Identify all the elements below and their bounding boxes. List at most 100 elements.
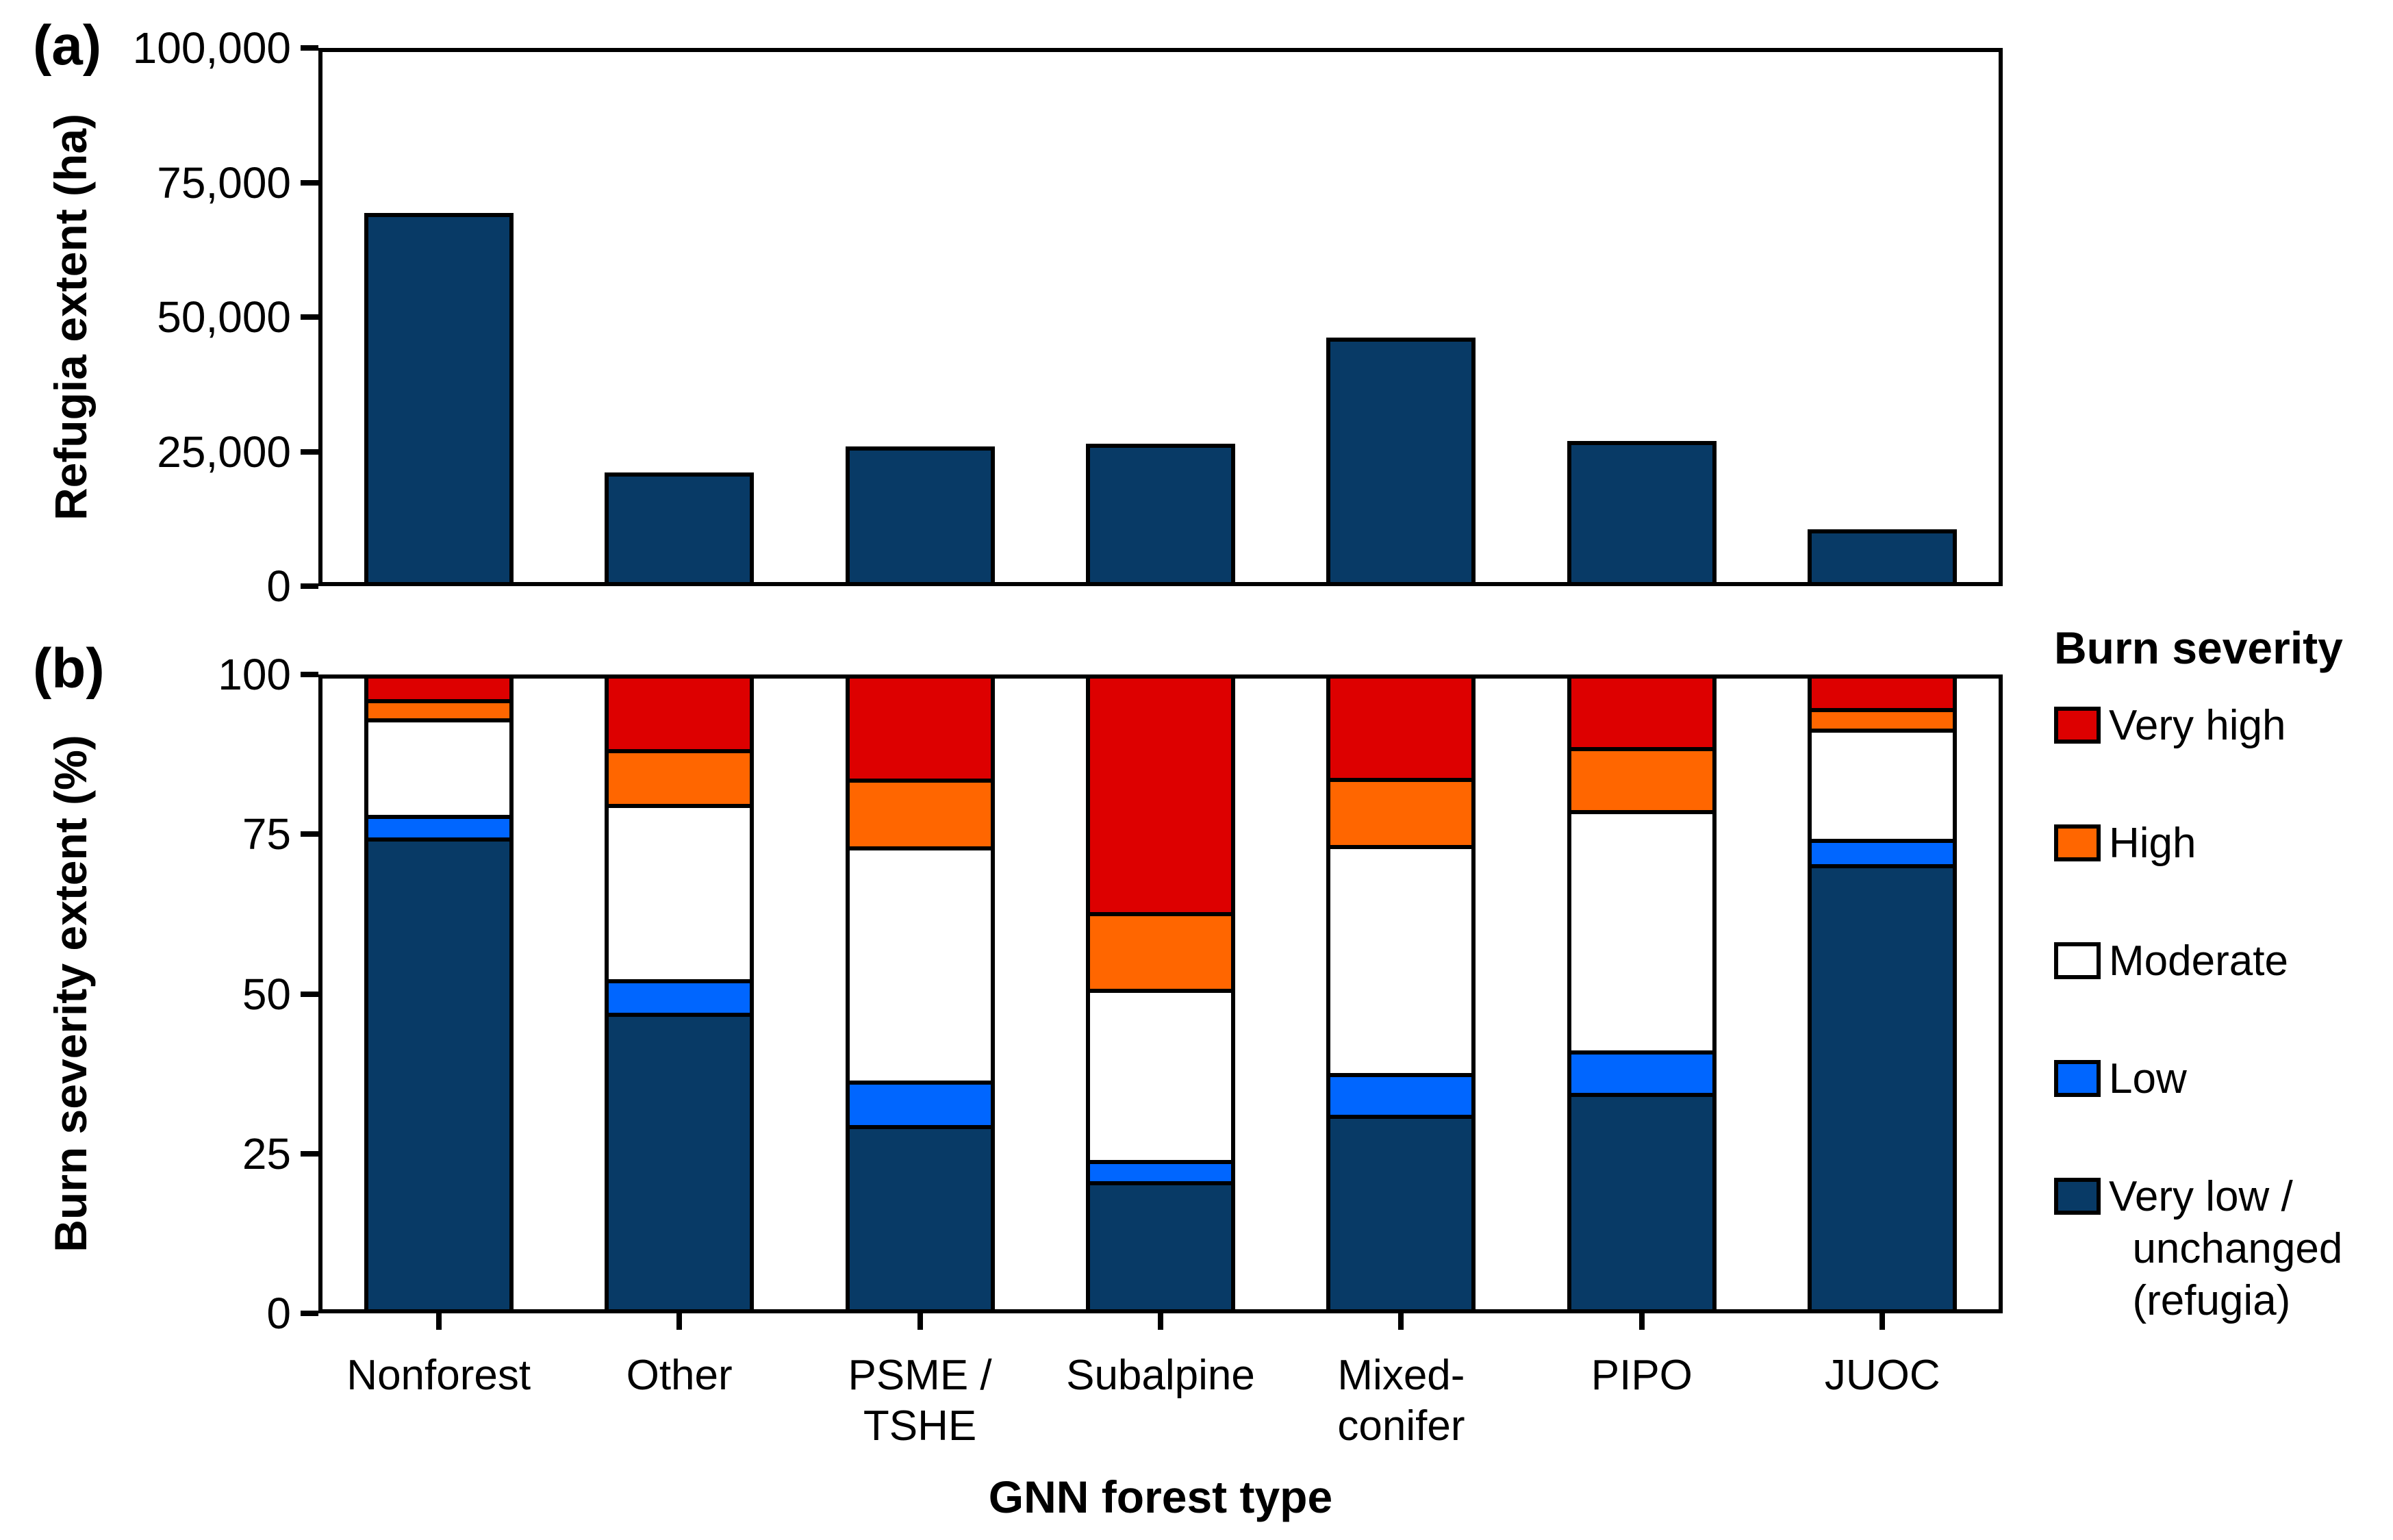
- stacked-bar-juoc: [1808, 674, 1958, 1313]
- bar-a-nonforest: [364, 212, 514, 586]
- x-tick-subalpine: [1158, 1313, 1163, 1330]
- segment-high-pipo: [1571, 747, 1712, 810]
- segment-low-psme-tshe: [849, 1081, 991, 1125]
- segment-moderate-subalpine: [1090, 989, 1231, 1161]
- legend-swatch-high: [2054, 824, 2101, 861]
- segment-high-subalpine: [1090, 912, 1231, 989]
- x-category-label-mixed-conifer: Mixed- conifer: [1337, 1352, 1465, 1450]
- x-category-label-subalpine: Subalpine: [1066, 1352, 1255, 1399]
- segment-low-pipo: [1571, 1050, 1712, 1094]
- y-tick-a-100-000: [301, 45, 318, 51]
- legend-swatch-very-high: [2054, 707, 2101, 744]
- panel-b-letter: (b): [33, 638, 105, 700]
- segment-high-nonforest: [368, 699, 509, 719]
- segment-high-juoc: [1812, 708, 1953, 729]
- x-tick-mixed-conifer: [1398, 1313, 1404, 1330]
- y-tick-label-b-0: 0: [266, 1289, 291, 1338]
- y-tick-label-b-75: 75: [242, 809, 291, 859]
- bar-a-other: [605, 472, 755, 586]
- x-category-label-nonforest: Nonforest: [346, 1352, 531, 1399]
- legend-label-very-low: Very low / unchanged (refugia): [2109, 1173, 2343, 1324]
- legend-label-moderate: Moderate: [2109, 937, 2288, 985]
- legend-swatch-low: [2054, 1060, 2101, 1097]
- bar-a-pipo: [1567, 440, 1717, 586]
- segment-very-high-psme-tshe: [849, 674, 991, 779]
- stacked-bar-mixed-conifer: [1326, 674, 1476, 1313]
- x-axis-title: GNN forest type: [988, 1472, 1333, 1522]
- legend-swatch-very-low: [2054, 1178, 2101, 1215]
- segment-very-high-pipo: [1571, 674, 1712, 748]
- segment-very-high-nonforest: [368, 674, 509, 700]
- bar-a-mixed-conifer: [1326, 337, 1476, 586]
- y-tick-b-100: [301, 672, 318, 677]
- x-tick-pipo: [1638, 1313, 1645, 1330]
- y-tick-b-75: [301, 831, 318, 837]
- x-tick-other: [676, 1313, 683, 1330]
- segment-low-nonforest: [368, 815, 509, 837]
- bar-a-subalpine: [1086, 444, 1235, 586]
- segment-moderate-juoc: [1812, 729, 1953, 839]
- segment-very-low-unchanged-refugia-psme-tshe: [849, 1124, 991, 1313]
- legend-label-low: Low: [2109, 1055, 2187, 1102]
- segment-moderate-mixed-conifer: [1330, 845, 1472, 1074]
- segment-high-other: [609, 749, 750, 805]
- segment-low-subalpine: [1090, 1160, 1231, 1181]
- panel-a-plot-area: [318, 48, 2003, 586]
- segment-very-high-subalpine: [1090, 674, 1231, 913]
- segment-very-high-juoc: [1812, 674, 1953, 709]
- y-tick-label-a-100-000: 100,000: [132, 23, 291, 73]
- segment-low-mixed-conifer: [1330, 1073, 1472, 1115]
- segment-moderate-pipo: [1571, 809, 1712, 1050]
- segment-very-low-unchanged-refugia-pipo: [1571, 1093, 1712, 1313]
- x-category-label-juoc: JUOC: [1824, 1352, 1940, 1399]
- bar-a-juoc: [1808, 529, 1958, 586]
- y-tick-b-50: [301, 991, 318, 997]
- segment-very-high-mixed-conifer: [1330, 674, 1472, 779]
- legend-title: Burn severity: [2054, 622, 2343, 673]
- stacked-bar-other: [605, 674, 755, 1313]
- segment-moderate-nonforest: [368, 718, 509, 816]
- panel-b-plot-area: [318, 674, 2003, 1313]
- y-tick-a-25-000: [301, 449, 318, 455]
- segment-high-mixed-conifer: [1330, 778, 1472, 846]
- segment-moderate-other: [609, 804, 750, 980]
- legend-label-very-high: Very high: [2109, 702, 2286, 749]
- y-tick-a-0: [301, 583, 318, 589]
- y-tick-a-50-000: [301, 314, 318, 320]
- x-category-label-psme-tshe: PSME / TSHE: [848, 1352, 992, 1450]
- stacked-bar-subalpine: [1086, 674, 1235, 1313]
- stacked-bar-pipo: [1567, 674, 1717, 1313]
- y-tick-b-0: [301, 1311, 318, 1316]
- x-tick-nonforest: [435, 1313, 442, 1330]
- segment-very-low-unchanged-refugia-juoc: [1812, 864, 1953, 1313]
- stacked-bar-psme-tshe: [845, 674, 995, 1313]
- segment-very-low-unchanged-refugia-other: [609, 1013, 750, 1313]
- segment-very-low-unchanged-refugia-subalpine: [1090, 1181, 1231, 1313]
- x-category-label-other: Other: [626, 1352, 733, 1399]
- y-tick-label-b-100: 100: [218, 650, 291, 699]
- legend-swatch-moderate: [2054, 942, 2101, 979]
- y-tick-label-a-0: 0: [266, 561, 291, 611]
- y-tick-label-a-75-000: 75,000: [157, 157, 291, 207]
- panel-a-letter: (a): [33, 14, 102, 77]
- segment-very-high-other: [609, 674, 750, 750]
- segment-high-psme-tshe: [849, 779, 991, 846]
- x-tick-psme-tshe: [917, 1313, 923, 1330]
- y-tick-label-b-50: 50: [242, 969, 291, 1019]
- segment-very-low-unchanged-refugia-nonforest: [368, 837, 509, 1313]
- y-tick-label-a-50-000: 50,000: [157, 292, 291, 342]
- segment-very-low-unchanged-refugia-mixed-conifer: [1330, 1114, 1472, 1313]
- stacked-bar-nonforest: [364, 674, 514, 1313]
- y-tick-label-a-25-000: 25,000: [157, 427, 291, 477]
- legend-label-high: High: [2109, 820, 2196, 867]
- segment-low-other: [609, 979, 750, 1013]
- bar-a-psme-tshe: [845, 446, 995, 586]
- segment-moderate-psme-tshe: [849, 846, 991, 1081]
- x-category-label-pipo: PIPO: [1591, 1352, 1693, 1399]
- segment-low-juoc: [1812, 838, 1953, 865]
- x-tick-juoc: [1879, 1313, 1886, 1330]
- y-tick-b-25: [301, 1150, 318, 1157]
- y-tick-a-75-000: [301, 179, 318, 186]
- y-tick-label-b-25: 25: [242, 1128, 291, 1178]
